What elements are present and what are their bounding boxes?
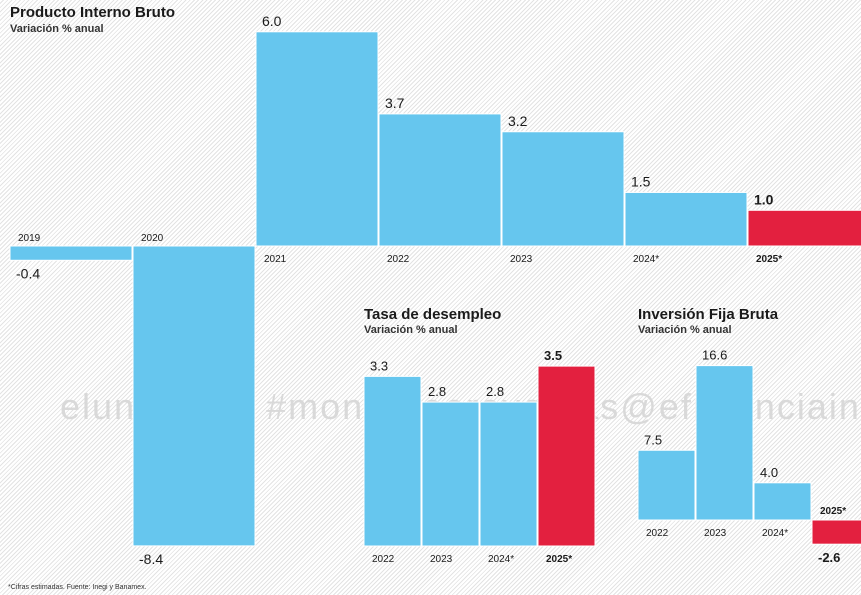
pib-bar-3: [378, 113, 502, 247]
pib-bar-4: [501, 131, 625, 247]
pib-bar-0: [9, 245, 133, 261]
inversion-value-label-2: 4.0: [760, 465, 778, 480]
desempleo-value-label-3: 3.5: [544, 348, 562, 363]
inversion-value-label-0: 7.5: [644, 432, 662, 447]
pib-value-label-2: 6.0: [262, 13, 282, 29]
inversion-bar-1: [695, 365, 754, 521]
inversion-value-label-3: -2.6: [818, 550, 840, 565]
pib-title: Producto Interno Bruto: [10, 4, 175, 21]
desempleo-value-label-1: 2.8: [428, 384, 446, 399]
inversion-value-label-1: 16.6: [702, 348, 727, 363]
inversion-category-label-1: 2023: [704, 528, 727, 539]
pib-value-label-0: -0.4: [16, 265, 40, 281]
desempleo-value-label-0: 3.3: [370, 358, 388, 373]
pib-category-label-3: 2022: [387, 254, 410, 265]
desempleo-bar-3: [537, 365, 596, 547]
inversion-category-label-3: 2025*: [820, 506, 846, 517]
pib-bar-1: [132, 245, 256, 547]
desempleo-subtitle: Variación % anual: [364, 324, 458, 336]
pib-value-label-4: 3.2: [508, 113, 528, 129]
inversion-bar-2: [753, 482, 812, 521]
inversion-subtitle: Variación % anual: [638, 324, 732, 336]
pib-bar-5: [624, 191, 748, 247]
pib-value-label-3: 3.7: [385, 95, 405, 111]
pib-category-label-6: 2025*: [756, 254, 782, 265]
desempleo-category-label-0: 2022: [372, 554, 395, 565]
desempleo-bar-1: [421, 401, 480, 547]
desempleo-value-label-2: 2.8: [486, 384, 504, 399]
desempleo-title: Tasa de desempleo: [364, 306, 502, 323]
pib-value-label-6: 1.0: [754, 191, 774, 207]
desempleo-category-label-1: 2023: [430, 554, 453, 565]
inversion-bar-3: [811, 519, 861, 545]
desempleo-bar-0: [363, 375, 422, 547]
inversion-category-label-0: 2022: [646, 528, 669, 539]
footnote: *Cifras estimadas. Fuente: Inegi y Banam…: [8, 584, 147, 591]
pib-category-label-2: 2021: [264, 254, 287, 265]
desempleo-category-label-3: 2025*: [546, 554, 572, 565]
desempleo-bar-2: [479, 401, 538, 547]
pib-bar-2: [255, 31, 379, 247]
inversion-bar-0: [637, 449, 696, 521]
pib-category-label-0: 2019: [18, 233, 41, 244]
pib-category-label-1: 2020: [141, 233, 164, 244]
pib-bar-6: [747, 209, 861, 247]
inversion-category-label-2: 2024*: [762, 528, 788, 539]
pib-category-label-4: 2023: [510, 254, 533, 265]
desempleo-category-label-2: 2024*: [488, 554, 514, 565]
pib-value-label-1: -8.4: [139, 551, 163, 567]
pib-subtitle: Variación % anual: [10, 23, 104, 35]
inversion-title: Inversión Fija Bruta: [638, 306, 779, 323]
pib-value-label-5: 1.5: [631, 173, 651, 189]
pib-category-label-5: 2024*: [633, 254, 659, 265]
